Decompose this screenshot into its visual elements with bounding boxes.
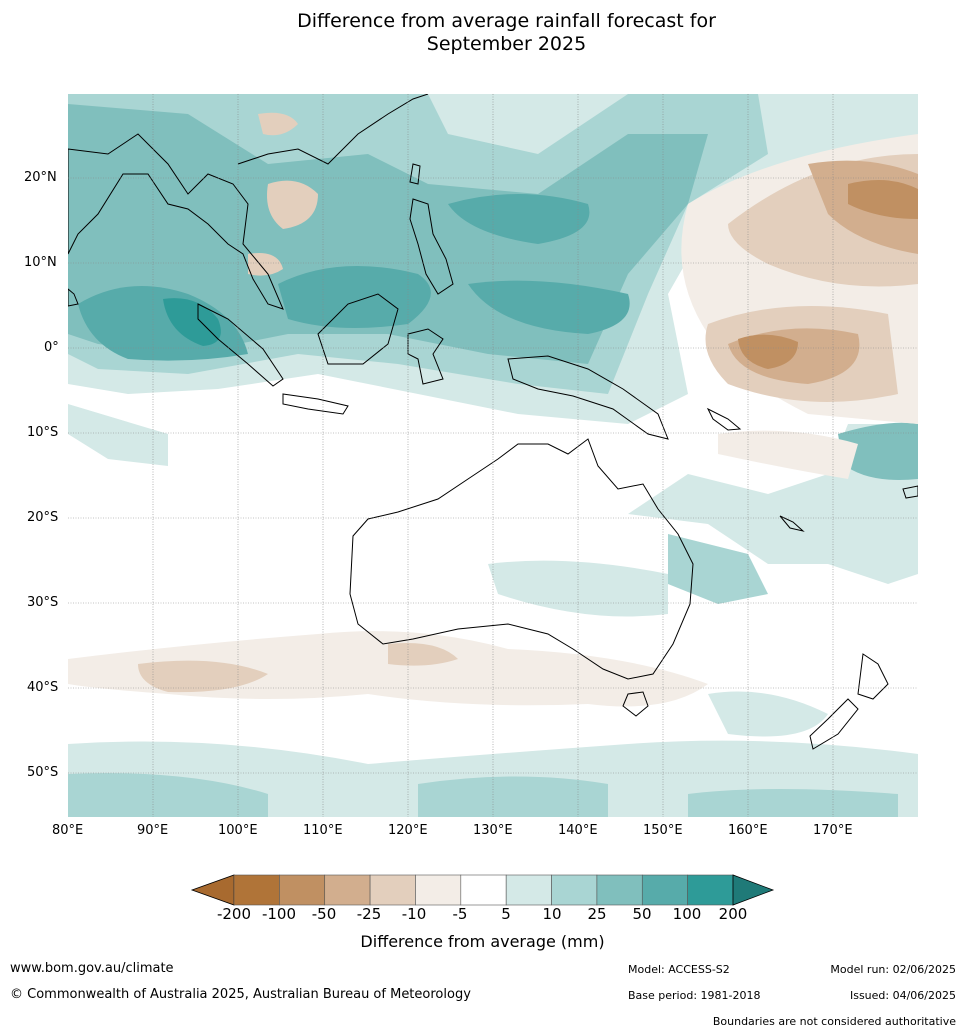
graticule — [68, 94, 918, 817]
map-title: Difference from average rainfall forecas… — [0, 10, 965, 56]
colorbar-label: Difference from average (mm) — [360, 932, 605, 951]
mainland-outline — [68, 133, 284, 310]
colorbar-box — [551, 874, 598, 906]
lon-label-110e: 110°E — [303, 823, 343, 838]
lat-label-50s: 50°S — [27, 765, 59, 780]
lat-label-10s: 10°S — [27, 425, 59, 440]
colorbar-tick: 200 — [718, 905, 748, 923]
tasmania-outline — [622, 691, 649, 717]
lon-label-120e: 120°E — [388, 823, 428, 838]
colorbar-extend-high — [732, 874, 775, 906]
borneo-outline — [317, 293, 399, 365]
lon-label-100e: 100°E — [218, 823, 258, 838]
lat-label-40s: 40°S — [27, 680, 59, 695]
sri-lanka-outline — [68, 288, 79, 307]
footer-copyright: © Commonwealth of Australia 2025, Austra… — [10, 987, 471, 1002]
new-caledonia-outline — [779, 515, 805, 532]
new-guinea-outline — [507, 355, 669, 440]
new-zealand-south-outline — [809, 698, 859, 750]
new-zealand-north-outline — [857, 653, 889, 700]
footer-url[interactable]: www.bom.gov.au/climate — [10, 961, 174, 976]
footer-issued: Issued: 04/06/2025 — [849, 989, 956, 1002]
lon-label-130e: 130°E — [473, 823, 513, 838]
lat-label-20n: 20°N — [24, 170, 57, 185]
taiwan-outline — [409, 163, 421, 185]
colorbar-tick: 50 — [632, 905, 652, 923]
footer-disclaimer: Boundaries are not considered authoritat… — [712, 1015, 956, 1028]
lat-label-0: 0° — [44, 340, 59, 355]
colorbar-tick: -10 — [401, 905, 427, 923]
lon-label-80e: 80°E — [52, 823, 84, 838]
lat-label-10n: 10°N — [24, 255, 57, 270]
lat-label-30s: 30°S — [27, 595, 59, 610]
colorbar-box — [279, 874, 326, 906]
philippines-outline — [409, 198, 454, 295]
footer-base-period: Base period: 1981-2018 — [628, 989, 761, 1002]
colorbar-box — [415, 874, 462, 906]
map-canvas — [68, 94, 918, 817]
lon-label-150e: 150°E — [643, 823, 683, 838]
colorbar-tick: -50 — [311, 905, 337, 923]
colorbar-tick: 5 — [501, 905, 511, 923]
fiji-outline — [902, 485, 918, 499]
java-outline — [282, 393, 349, 415]
lat-label-20s: 20°S — [27, 510, 59, 525]
footer-model-run: Model run: 02/06/2025 — [830, 963, 956, 976]
solomon-islands-outline — [706, 407, 742, 431]
colorbar-box — [460, 874, 507, 906]
china-coast-outline — [237, 94, 429, 165]
colorbar-box — [687, 874, 734, 906]
sumatra-outline — [197, 303, 284, 387]
lon-label-140e: 140°E — [558, 823, 598, 838]
title-line-2: September 2025 — [426, 33, 587, 55]
lon-label-90e: 90°E — [137, 823, 169, 838]
colorbar-svg — [190, 874, 775, 906]
colorbar-box — [233, 874, 280, 906]
colorbar-tick: -100 — [261, 905, 297, 923]
title-line-1: Difference from average rainfall forecas… — [297, 10, 716, 32]
lon-label-170e: 170°E — [813, 823, 853, 838]
colorbar-tick: 100 — [672, 905, 702, 923]
colorbar-tick: -5 — [452, 905, 468, 923]
footer-model: Model: ACCESS-S2 — [628, 963, 730, 976]
lon-label-160e: 160°E — [728, 823, 768, 838]
colorbar-box — [641, 874, 688, 906]
colorbar-box — [505, 874, 552, 906]
colorbar-tick: 25 — [587, 905, 607, 923]
dry-anomaly-shading — [68, 112, 918, 707]
colorbar-extend-low — [190, 874, 235, 906]
colorbar-box — [324, 874, 371, 906]
sulawesi-outline — [407, 328, 444, 385]
colorbar-tick: -25 — [356, 905, 382, 923]
colorbar — [190, 872, 775, 912]
rainfall-map — [68, 94, 918, 817]
colorbar-box — [596, 874, 643, 906]
colorbar-box — [369, 874, 416, 906]
colorbar-tick: 10 — [542, 905, 562, 923]
colorbar-tick: -200 — [216, 905, 252, 923]
